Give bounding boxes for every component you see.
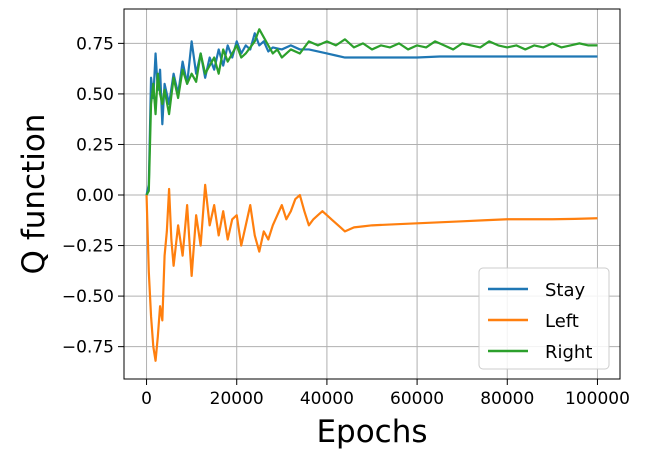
x-tick-label: 60000	[390, 389, 444, 409]
y-tick-label: 0.50	[76, 85, 114, 105]
series-line-left	[145, 183, 598, 362]
y-tick-label: −0.25	[62, 237, 114, 257]
x-tick-label: 100000	[565, 389, 630, 409]
x-tick-label: 0	[141, 389, 152, 409]
legend-label-stay: Stay	[545, 280, 586, 301]
y-axis-title: Q function	[16, 114, 52, 275]
legend-label-right: Right	[545, 342, 592, 363]
grid	[124, 9, 620, 379]
y-axis-ticks: 0.75 0.50 0.25 0.00 −0.25 −0.50 −0.75	[62, 34, 124, 358]
plot-lines	[145, 28, 598, 362]
y-tick-label: 0.00	[76, 186, 114, 206]
series-line-stay	[145, 32, 598, 196]
series-line-right	[145, 28, 598, 196]
y-tick-label: 0.75	[76, 34, 114, 54]
legend: Stay Left Right	[478, 267, 610, 370]
x-axis-title: Epochs	[316, 414, 427, 450]
x-tick-label: 40000	[300, 389, 354, 409]
plot-frame	[123, 8, 621, 380]
legend-box	[478, 267, 610, 370]
x-axis-ticks: 0 20000 40000 60000 80000 100000	[141, 379, 630, 409]
y-tick-label: −0.75	[62, 338, 114, 358]
x-tick-label: 80000	[480, 389, 534, 409]
y-tick-label: 0.25	[76, 135, 114, 155]
x-tick-label: 20000	[210, 389, 264, 409]
y-tick-label: −0.50	[62, 287, 114, 307]
legend-label-left: Left	[545, 311, 579, 332]
